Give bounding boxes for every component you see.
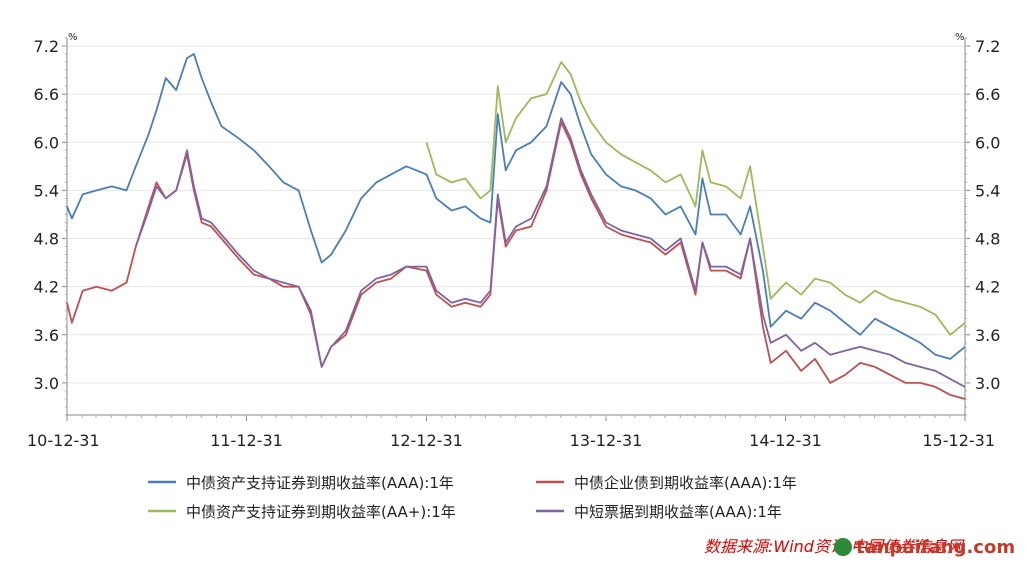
x-ticks: 10-12-31 11-12-31 12-12-31 13-12-31 14-12-31…	[27, 415, 995, 450]
left-unit-label: %	[68, 32, 78, 43]
y-tick-label-right: 4.8	[975, 230, 1000, 249]
series-lines	[66, 53, 966, 400]
right-y-ticks: 3.0 3.6 4.2 4.8 5.4 6.0 6.6 7.2	[965, 37, 1000, 416]
legend-label-3: 中债资产支持证券到期收益率(AA+):1年	[186, 503, 456, 521]
legend-label-1: 中债资产支持证券到期收益率(AAA):1年	[186, 474, 454, 492]
watermark: tanpaifang.com	[834, 537, 1015, 558]
x-tick-label: 13-12-31	[570, 431, 643, 450]
y-tick-label-right: 3.0	[975, 374, 1000, 393]
y-tick-label-left: 6.6	[34, 85, 59, 104]
y-tick-label-left: 3.0	[34, 374, 59, 393]
right-unit-label: %	[955, 32, 965, 43]
x-tick-label: 11-12-31	[210, 431, 283, 450]
series-line-3	[425, 61, 966, 336]
x-tick-label: 15-12-31	[922, 431, 995, 450]
y-tick-label-left: 3.6	[34, 326, 59, 345]
y-tick-label-right: 6.0	[975, 133, 1000, 152]
y-tick-label-left: 4.2	[34, 278, 59, 297]
y-tick-label-right: 6.6	[975, 85, 1000, 104]
y-tick-label-left: 5.4	[34, 181, 59, 200]
y-tick-label-left: 7.2	[34, 37, 59, 56]
watermark-text: tanpaifang.com	[856, 537, 1015, 558]
left-y-ticks: 3.0 3.6 4.2 4.8 5.4 6.0 6.6 7.2	[34, 37, 67, 416]
y-tick-label-left: 4.8	[34, 230, 59, 249]
legend-label-4: 中短票据到期收益率(AAA):1年	[574, 503, 782, 521]
series-line-2	[66, 121, 966, 400]
x-tick-label: 12-12-31	[390, 431, 463, 450]
watermark-logo-icon	[834, 538, 852, 556]
y-tick-label-right: 3.6	[975, 326, 1000, 345]
legend-label-2: 中债企业债到期收益率(AAA):1年	[574, 474, 797, 492]
gridlines	[67, 45, 965, 384]
series-line-1	[66, 53, 966, 360]
y-tick-label-left: 6.0	[34, 133, 59, 152]
y-tick-label-right: 4.2	[975, 278, 1000, 297]
y-tick-label-right: 5.4	[975, 181, 1000, 200]
x-tick-label: 14-12-31	[749, 431, 822, 450]
y-tick-label-right: 7.2	[975, 37, 1000, 56]
legend: 中债资产支持证券到期收益率(AAA):1年 中债企业债到期收益率(AAA):1年中…	[148, 474, 797, 521]
series-line-4	[134, 117, 966, 388]
x-tick-label: 10-12-31	[27, 431, 100, 450]
